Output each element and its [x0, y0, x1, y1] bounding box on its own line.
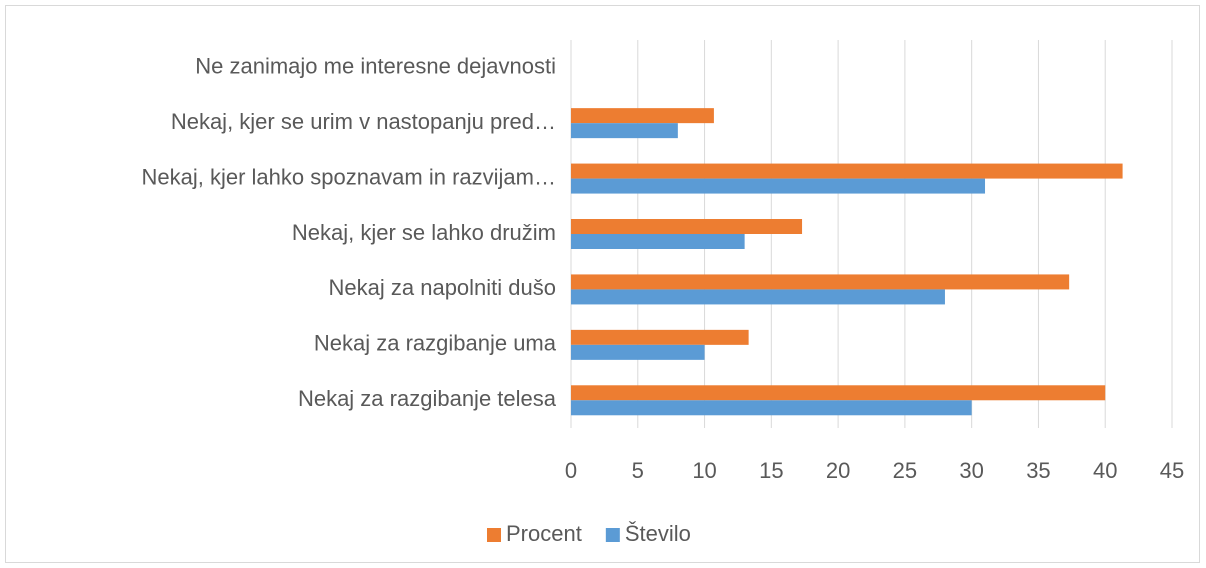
y-tick-label: Nekaj za razgibanje uma	[314, 331, 557, 356]
x-tick-label: 40	[1093, 458, 1117, 483]
legend-swatch	[487, 528, 501, 542]
y-tick-label: Nekaj za razgibanje telesa	[298, 386, 557, 411]
legend-label: Število	[625, 521, 691, 546]
bar	[571, 289, 945, 305]
bar	[571, 163, 1123, 179]
y-tick-label: Nekaj, kjer lahko spoznavam in razvijam…	[142, 164, 557, 189]
x-tick-label: 25	[893, 458, 917, 483]
x-tick-label: 0	[565, 458, 577, 483]
y-tick-label: Nekaj, kjer se lahko družim	[292, 220, 556, 245]
bar	[571, 385, 1106, 401]
x-tick-label: 10	[692, 458, 716, 483]
x-tick-label: 35	[1026, 458, 1050, 483]
x-tick-label: 45	[1160, 458, 1184, 483]
y-tick-label: Ne zanimajo me interesne dejavnosti	[195, 54, 556, 79]
x-tick-label: 5	[632, 458, 644, 483]
y-tick-label: Nekaj za napolniti dušo	[329, 275, 556, 300]
bar	[571, 274, 1070, 290]
bar	[571, 178, 986, 194]
x-tick-label: 30	[959, 458, 983, 483]
bar	[571, 123, 678, 139]
legend-label: Procent	[506, 521, 582, 546]
y-tick-label: Nekaj, kjer se urim v nastopanju pred…	[171, 109, 556, 134]
bar	[571, 108, 714, 124]
bar	[571, 329, 749, 345]
bar	[571, 219, 803, 234]
legend-swatch	[605, 528, 620, 542]
bar	[571, 400, 972, 416]
x-tick-label: 20	[826, 458, 850, 483]
x-tick-label: 15	[759, 458, 783, 483]
bar	[571, 344, 705, 360]
bar	[571, 234, 745, 249]
